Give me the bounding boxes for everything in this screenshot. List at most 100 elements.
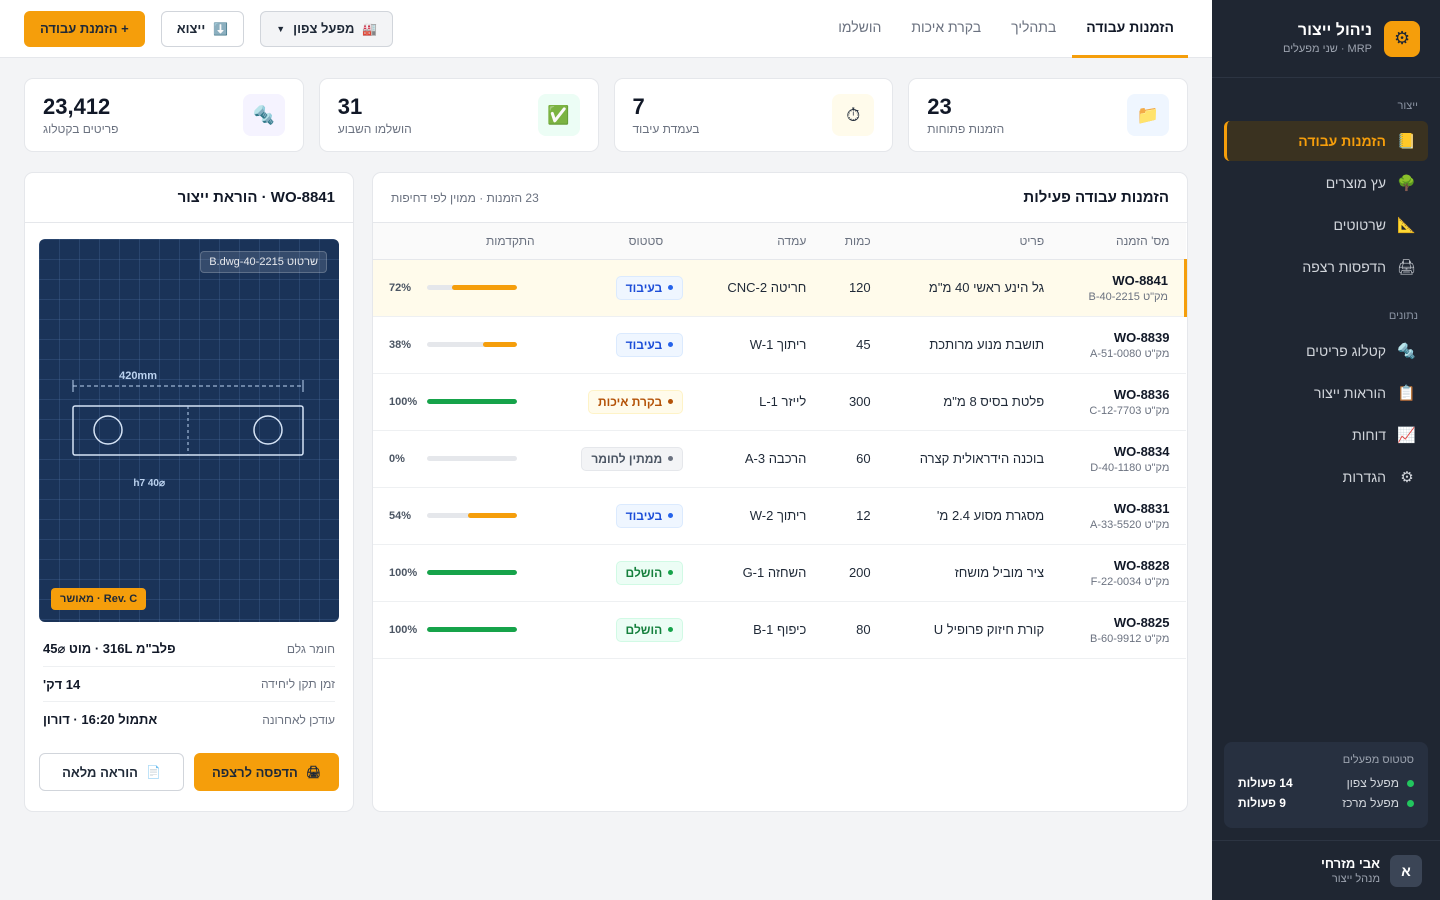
sidebar-item-instructions[interactable]: 📋 הוראות ייצור — [1224, 373, 1428, 413]
table-row[interactable]: WO-8825 מק"ט B-60-9912 קורת חיזוק פרופיל U… — [373, 601, 1186, 659]
sidebar-item-label: דוחות — [1352, 427, 1386, 443]
status-label: ממתין לחומר — [591, 451, 663, 466]
progress-label: 100% — [389, 566, 418, 579]
progress-fill — [468, 513, 517, 518]
printer-icon: 🖨 — [305, 765, 322, 779]
detail-title: WO-8841 · הוראת ייצור — [177, 189, 335, 206]
plant-count: 9 פעולות — [1238, 796, 1286, 810]
print-to-floor-button[interactable]: 🖨 הדפסה לרצפה — [194, 753, 339, 791]
sidebar-item-product-tree[interactable]: 🌳 עץ מוצרים — [1224, 163, 1428, 203]
table-row[interactable]: WO-8839 מק"ט A-51-0080 תושבת מנוע מרותכת 45… — [373, 316, 1186, 374]
progress-bar — [427, 342, 517, 347]
order-id-cell: WO-8836 מק"ט C-12-7703 — [1060, 373, 1186, 431]
column-header[interactable]: כמות — [822, 223, 887, 260]
folder-icon: 📁 — [1127, 94, 1169, 136]
sidebar-item-label: הגדרות — [1342, 469, 1386, 485]
sidebar-item-label: הזמנות עבודה — [1298, 133, 1386, 149]
full-instruction-button[interactable]: 📄 הוראה מלאה — [39, 753, 184, 791]
drawing-preview[interactable]: 420mm ⌀40 h7 שרטוט B.dwg-40-2215 Rev. C … — [39, 239, 339, 622]
order-sku: מק"ט D-40-1180 — [1090, 461, 1170, 474]
export-button[interactable]: ⬇️ ייצוא — [160, 10, 245, 47]
bolt-icon: 🔩 — [242, 94, 285, 136]
plant-row: מפעל מרכז 9 פעולות — [1238, 796, 1414, 810]
qty-cell: 300 — [822, 373, 887, 431]
table-row[interactable]: WO-8831 מק"ט A-33-5520 מסגרת מסוע 2.4 מ' 12… — [373, 487, 1186, 545]
sidebar: ⚙ ניהול ייצור MRP · שני מפעלים ייצור 📒 ה… — [1212, 0, 1440, 900]
column-header[interactable]: התקדמות — [373, 223, 551, 260]
status-dot-icon — [668, 285, 674, 290]
main-area: הזמנות עבודה בתהליך בקרת איכות הושלמו 🏭 … — [0, 0, 1212, 812]
sidebar-item-drawings[interactable]: 📐 שרטוטים — [1224, 205, 1428, 245]
chevron-down-icon: ▼ — [276, 23, 286, 34]
plant-status-box: סטטוס מפעלים מפעל צפון 14 פעולות מפעל מר… — [1224, 742, 1428, 828]
plant-name: מפעל צפון — [1346, 776, 1399, 790]
table-row[interactable]: WO-8828 מק"ט F-22-0034 ציר מוביל מושחז 200 ה… — [373, 544, 1186, 602]
status-cell: הושלם — [550, 601, 700, 659]
stat-card-completed-week: ✅ 31 הושלמו השבוע — [318, 78, 599, 152]
order-sku: מק"ט B-40-2215 — [1088, 290, 1168, 303]
progress-bar — [427, 570, 517, 575]
order-id: WO-8831 — [1113, 500, 1170, 516]
station-cell: הרכבה A-3 — [699, 430, 823, 488]
order-id-cell: WO-8828 מק"ט F-22-0034 — [1060, 544, 1186, 602]
column-header[interactable]: סטטוס — [550, 223, 700, 260]
table-row[interactable]: WO-8834 מק"ט D-40-1180 בוכנה הידראולית קצר… — [373, 430, 1186, 488]
status-badge: הושלם — [615, 617, 684, 642]
spec-row: זמן תקן ליחידה 14 דק' — [43, 667, 335, 702]
tab-quality-control[interactable]: בקרת איכות — [911, 19, 982, 35]
orders-panel: הזמנות עבודה פעילות 23 הזמנות · ממוין לפ… — [372, 172, 1188, 812]
item-cell: פלטת בסיס 8 מ"מ — [886, 373, 1061, 431]
dimension-length: 420mm — [119, 370, 157, 382]
new-order-button[interactable]: + הזמנת עבודה — [24, 10, 145, 47]
sidebar-item-work-orders[interactable]: 📒 הזמנות עבודה — [1224, 121, 1428, 161]
gear-icon: ⚙ — [1400, 469, 1414, 486]
progress-label: 72% — [389, 281, 412, 294]
sidebar-item-label: שרטוטים — [1333, 217, 1386, 233]
progress-cell: 0% — [373, 430, 551, 488]
sidebar-item-label: עץ מוצרים — [1325, 175, 1386, 191]
spec-row: עודכן לאחרונה אתמול 16:20 · דורון — [43, 702, 335, 737]
order-id-cell: WO-8825 מק"ט B-60-9912 — [1060, 601, 1186, 659]
tab-completed[interactable]: הושלמו — [838, 19, 882, 35]
table-row[interactable]: WO-8836 מק"ט C-12-7703 פלטת בסיס 8 מ"מ 300 ל… — [373, 373, 1186, 431]
tab-work-orders[interactable]: הזמנות עבודה — [1072, 0, 1188, 58]
column-header[interactable]: עמדה — [699, 223, 823, 260]
order-id-cell: WO-8834 מק"ט D-40-1180 — [1060, 430, 1186, 488]
stat-card-open-orders: 📁 23 הזמנות פתוחות — [908, 78, 1188, 152]
sidebar-item-floor-prints[interactable]: 🖨 הדפסות רצפה — [1224, 247, 1428, 287]
user-profile[interactable]: א אבי מזרחי מנהל ייצור — [1212, 840, 1440, 900]
spec-row: חומר גלם פלב"מ 316L · מוט ⌀45 — [43, 632, 335, 667]
plant-select-value: מפעל צפון — [293, 21, 355, 36]
drawing-tag: שרטוט B.dwg-40-2215 — [200, 251, 327, 273]
sidebar-item-reports[interactable]: 📈 דוחות — [1224, 415, 1428, 455]
order-id: WO-8825 — [1113, 614, 1170, 630]
column-header[interactable]: מס' הזמנה — [1060, 223, 1186, 260]
stat-value: 23 — [927, 94, 952, 119]
tree-icon: 🌳 — [1397, 175, 1416, 192]
spec-value: פלב"מ 316L · מוט ⌀45 — [43, 641, 176, 656]
table-row[interactable]: WO-8841 מק"ט B-40-2215 גל הינע ראשי 40 מ"מ… — [373, 259, 1188, 317]
status-cell: הושלם — [550, 544, 700, 602]
stat-label: בעמדת עיבוד — [632, 122, 700, 136]
column-header[interactable]: פריט — [886, 223, 1061, 260]
progress-label: 0% — [389, 452, 405, 465]
status-label: בעיבוד — [625, 508, 663, 523]
sidebar-item-settings[interactable]: ⚙ הגדרות — [1224, 457, 1428, 497]
sidebar-item-catalog[interactable]: 🔩 קטלוג פריטים — [1224, 331, 1428, 371]
status-label: הושלם — [625, 565, 663, 580]
spec-key: חומר גלם — [286, 642, 335, 656]
progress-bar — [427, 627, 517, 632]
sidebar-item-label: קטלוג פריטים — [1306, 343, 1386, 359]
item-cell: תושבת מנוע מרותכת — [886, 316, 1061, 374]
tab-in-progress[interactable]: בתהליך — [1011, 19, 1057, 35]
export-button-label: ייצוא — [176, 21, 206, 36]
detail-panel: WO-8841 · הוראת ייצור 420mm ⌀40 — [24, 172, 354, 812]
status-dot-icon — [668, 399, 674, 404]
progress-fill — [427, 570, 517, 575]
plant-select[interactable]: 🏭 מפעל צפון ▼ — [260, 10, 394, 47]
order-id: WO-8836 — [1113, 386, 1170, 402]
stat-value: 23,412 — [43, 94, 111, 119]
download-icon: ⬇️ — [213, 21, 229, 36]
order-id-cell: WO-8831 מק"ט A-33-5520 — [1060, 487, 1186, 545]
order-sku: מק"ט A-51-0080 — [1090, 347, 1170, 360]
